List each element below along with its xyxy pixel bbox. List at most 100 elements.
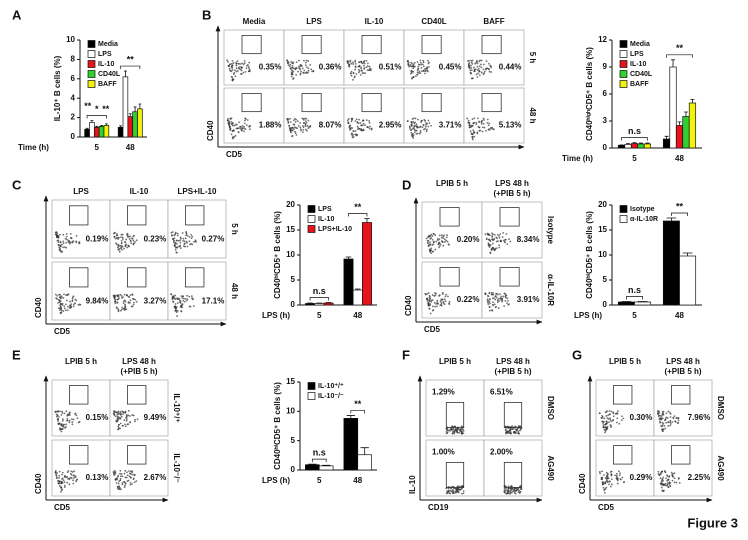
event-dot <box>128 470 130 472</box>
event-dot <box>70 305 73 308</box>
event-dot <box>410 132 413 134</box>
event-dot <box>133 301 135 304</box>
event-dot <box>70 470 73 473</box>
bar <box>305 464 320 471</box>
event-dot <box>612 415 615 418</box>
event-dot <box>511 487 514 490</box>
event-dot <box>659 421 662 424</box>
legend-label: IL-10 <box>630 61 646 68</box>
event-dot <box>490 66 493 69</box>
significance-bracket <box>86 115 107 119</box>
y-tick-label: 4 <box>71 93 76 102</box>
event-dot <box>663 469 666 472</box>
event-dot <box>473 70 476 73</box>
event-dot <box>442 244 445 247</box>
event-dot <box>408 126 411 129</box>
event-dot <box>350 120 353 123</box>
y-axis-label: CD40 <box>578 473 587 494</box>
event-dot <box>420 63 423 66</box>
event-dot <box>131 414 134 416</box>
event-dot <box>56 480 59 482</box>
event-dot <box>497 293 499 296</box>
gate-percentage: 0.20% <box>457 235 480 244</box>
event-dot <box>66 414 69 417</box>
event-dot <box>134 418 136 421</box>
event-dot <box>432 305 434 308</box>
error-bar <box>104 123 108 126</box>
event-dot <box>58 248 61 251</box>
event-dot <box>454 491 457 494</box>
event-dot <box>125 414 128 416</box>
event-dot <box>487 242 490 245</box>
event-dot <box>295 118 297 121</box>
event-dot <box>231 137 234 140</box>
event-dot <box>239 125 242 128</box>
event-dot <box>478 70 481 73</box>
event-dot <box>602 422 604 424</box>
event-dot <box>446 234 448 236</box>
event-dot <box>73 470 75 473</box>
event-dot <box>55 231 58 234</box>
plot-frame <box>421 261 483 319</box>
event-dot <box>598 470 601 473</box>
event-dot <box>132 477 135 480</box>
event-dot <box>121 236 124 239</box>
event-dot <box>57 244 60 247</box>
y-tick-label: 5 <box>291 275 296 284</box>
legend-swatch <box>307 225 316 233</box>
gate <box>301 93 322 113</box>
event-dot <box>302 126 305 129</box>
event-dot <box>56 232 59 235</box>
event-dot <box>665 412 668 415</box>
event-dot <box>59 428 62 431</box>
event-dot <box>618 422 621 425</box>
event-dot <box>462 429 465 432</box>
legend-label: LPS <box>318 206 332 213</box>
event-dot <box>62 246 65 249</box>
event-dot <box>66 299 68 302</box>
event-dot <box>178 297 181 300</box>
event-dot <box>229 118 232 120</box>
event-dot <box>513 427 515 430</box>
gate-percentage: 0.29% <box>630 473 653 482</box>
event-dot <box>292 123 295 126</box>
event-dot <box>600 476 603 479</box>
event-dot <box>493 234 496 236</box>
bar <box>662 220 680 306</box>
event-dot <box>672 416 675 419</box>
event-dot <box>358 118 361 121</box>
event-dot <box>489 251 492 254</box>
event-dot <box>227 60 229 63</box>
error-bar <box>364 218 370 223</box>
event-dot <box>69 242 71 245</box>
event-dot <box>451 489 454 492</box>
event-dot <box>427 65 430 68</box>
event-dot <box>230 62 233 65</box>
event-dot <box>621 476 624 479</box>
event-dot <box>352 129 355 132</box>
event-dot <box>427 292 430 294</box>
event-dot <box>514 492 517 495</box>
legend-swatch <box>619 60 628 68</box>
event-dot <box>469 130 472 133</box>
event-dot <box>305 129 308 132</box>
event-dot <box>58 485 61 487</box>
event-dot <box>504 299 507 302</box>
plot-frame <box>109 261 169 321</box>
y-axis-label: IL-10 <box>408 475 417 494</box>
panel-letter: F <box>402 347 410 362</box>
x-tick-label: 48 <box>675 311 684 320</box>
event-dot <box>116 413 119 416</box>
event-dot <box>431 238 434 241</box>
y-axis-label: IL-10⁺ B cells (%) <box>53 55 62 121</box>
event-dot <box>117 298 120 301</box>
gate <box>503 401 523 428</box>
event-dot <box>118 250 121 253</box>
event-dot <box>510 491 513 494</box>
row-label: 5 h <box>230 223 239 235</box>
gate-percentage: 0.23% <box>144 235 167 244</box>
event-dot <box>307 69 310 72</box>
event-dot <box>425 123 427 126</box>
legend-label: CD40L <box>630 71 653 78</box>
row-label: α-IL-10R <box>546 274 555 306</box>
